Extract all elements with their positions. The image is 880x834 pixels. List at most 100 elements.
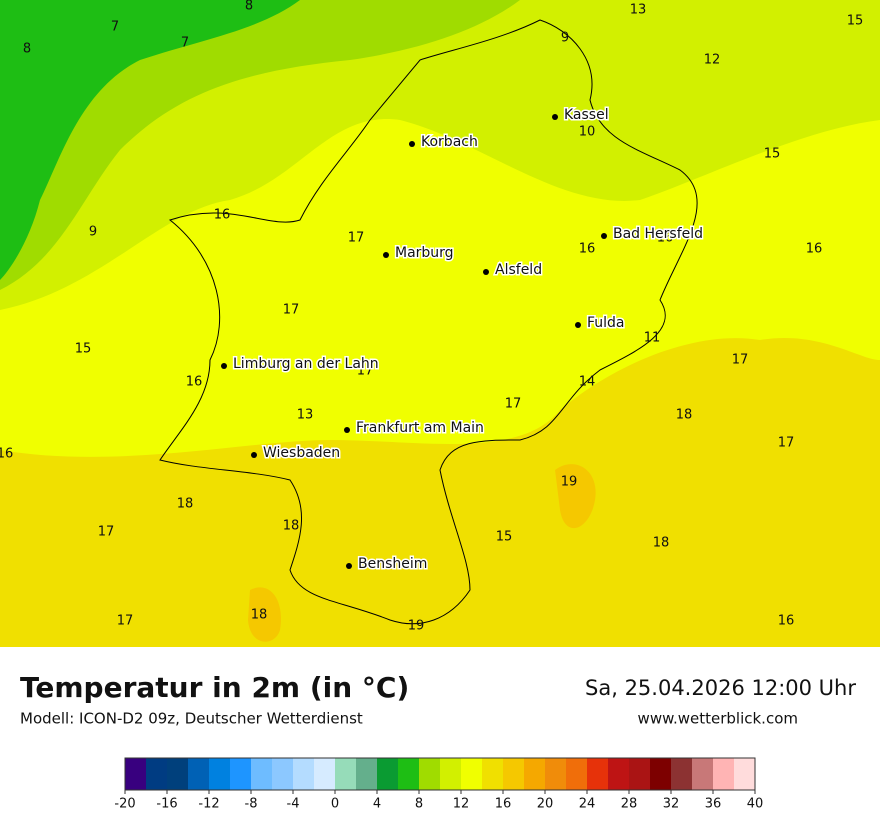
colorbar-cell: [734, 758, 756, 790]
colorbar: -20 -16 -12 -8 -4 0 4 8 12 16 20 24 28 32 36 40: [114, 757, 764, 812]
colorbar-tick-label: -20: [114, 797, 135, 812]
colorbar-cell: [377, 758, 399, 790]
colorbar-cell: [629, 758, 651, 790]
colorbar-tick-label: -8: [245, 797, 258, 812]
colorbar-cell: [188, 758, 210, 790]
colorbar-cell: [713, 758, 735, 790]
temperature-label: 15: [764, 147, 781, 162]
temperature-label: 18: [283, 519, 300, 534]
city-label: Kassel: [564, 107, 609, 123]
colorbar-cell: [587, 758, 609, 790]
temperature-label: 15: [75, 342, 92, 357]
city-label: Limburg an der Lahn: [233, 356, 379, 372]
region-dark-green: [0, 0, 300, 280]
colorbar-cell: [335, 758, 357, 790]
footer-background: [0, 647, 880, 830]
colorbar-cell: [398, 758, 420, 790]
colorbar-tick-label: 4: [373, 797, 381, 812]
colorbar-tick-label: 16: [495, 797, 512, 812]
temperature-label: 12: [704, 53, 721, 68]
temperature-label: 17: [505, 397, 522, 412]
colorbar-cell: [482, 758, 504, 790]
temperature-label: 13: [630, 3, 647, 18]
colorbar-cell: [545, 758, 567, 790]
colorbar-tick-label: -12: [198, 797, 219, 812]
temperature-label: 16: [806, 242, 823, 257]
city-label: Wiesbaden: [263, 445, 340, 461]
colorbar-tick-label: 28: [621, 797, 638, 812]
title: Temperatur in 2m (in °C): [20, 671, 409, 704]
temperature-label: 8: [23, 42, 31, 57]
region-warm: [0, 337, 880, 647]
colorbar-cell: [293, 758, 315, 790]
colorbar-tick-label: 20: [537, 797, 554, 812]
colorbar-cell: [230, 758, 252, 790]
city-dot: [251, 452, 257, 458]
colorbar-cell: [314, 758, 336, 790]
region-warmer: [248, 464, 596, 642]
city-label: Marburg: [395, 245, 454, 261]
temperature-label: 7: [111, 20, 119, 35]
colorbar-tick-label: 8: [415, 797, 423, 812]
temperature-label: 16: [214, 208, 231, 223]
colorbar-cell: [503, 758, 525, 790]
colorbar-cell: [524, 758, 546, 790]
colorbar-tick-label: 40: [747, 797, 764, 812]
colorbar-cell: [440, 758, 462, 790]
city-label: Korbach: [421, 134, 478, 150]
temperature-label: 16: [579, 242, 596, 257]
colorbar-cell: [608, 758, 630, 790]
colorbar-cell: [650, 758, 672, 790]
temperature-label: 15: [496, 530, 513, 545]
colorbar-cell: [419, 758, 441, 790]
colorbar-cell: [566, 758, 588, 790]
colorbar-tick-label: -4: [287, 797, 300, 812]
temperature-label: 18: [251, 608, 268, 623]
city-dot: [344, 427, 350, 433]
colorbar-tick-label: 0: [331, 797, 339, 812]
temperature-label: 16: [778, 614, 795, 629]
temperature-label: 10: [579, 125, 596, 140]
colorbar-tick-label: 32: [663, 797, 680, 812]
colorbar-cell: [461, 758, 483, 790]
colorbar-frame: [124, 757, 756, 791]
city-label: Fulda: [587, 315, 625, 331]
colorbar-cell: [251, 758, 273, 790]
temperature-label: 17: [732, 353, 749, 368]
temperature-label: 9: [89, 225, 97, 240]
temperature-label: 16: [0, 447, 13, 462]
temperature-label: 8: [245, 0, 253, 14]
temperature-label: 7: [181, 36, 189, 51]
colorbar-tick-label: -16: [156, 797, 177, 812]
city-label: Frankfurt am Main: [356, 420, 484, 436]
temperature-label: 17: [283, 303, 300, 318]
city-dot: [552, 114, 558, 120]
colorbar-tick-label: 24: [579, 797, 596, 812]
temperature-label: 11: [644, 331, 661, 346]
temperature-label: 16: [657, 231, 674, 246]
temperature-label: 17: [348, 231, 365, 246]
temperature-label: 14: [579, 375, 596, 390]
temperature-label: 18: [177, 497, 194, 512]
temperature-label: 13: [297, 408, 314, 423]
colorbar-cell: [167, 758, 189, 790]
city-dot: [601, 233, 607, 239]
colorbar-cell: [272, 758, 294, 790]
subtitle: Modell: ICON-D2 09z, Deutscher Wetterdie…: [20, 710, 363, 728]
temperature-label: 17: [357, 364, 374, 379]
city-dot: [483, 269, 489, 275]
region-green: [0, 0, 520, 290]
colorbar-tick-label: 36: [705, 797, 722, 812]
city-dot: [409, 141, 415, 147]
temperature-label: 17: [117, 614, 134, 629]
temperature-label: 19: [408, 619, 425, 634]
temperature-label: 18: [676, 408, 693, 423]
colorbar-cell: [209, 758, 231, 790]
city-dot: [221, 363, 227, 369]
city-dot: [383, 252, 389, 258]
city-dot: [575, 322, 581, 328]
temperature-label: 17: [778, 436, 795, 451]
temperature-label: 17: [98, 525, 115, 540]
temperature-label: 15: [847, 14, 864, 29]
